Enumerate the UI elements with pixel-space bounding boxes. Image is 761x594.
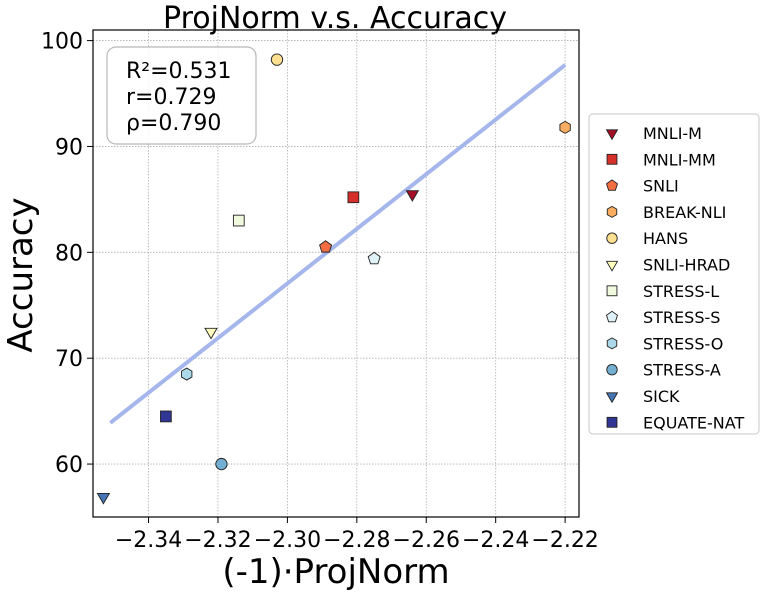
legend-label-sick: SICK — [643, 387, 680, 406]
legend-marker-hans — [606, 232, 618, 244]
legend-marker-snli-hrad — [605, 260, 619, 272]
legend-label-mnli-mm: MNLI-MM — [643, 150, 716, 169]
legend-label-stress-a: STRESS-A — [643, 361, 721, 380]
x-tick-label-1: −2.32 — [184, 528, 251, 553]
y-axis-label: Accuracy — [1, 197, 41, 352]
legend-entries: MNLI-M MNLI-MM SNLI BREAK-NLI HANS SNLI-HRAD S… — [605, 124, 744, 432]
chart-title: ProjNorm v.s. Accuracy — [163, 1, 507, 36]
legend-label-mnli-m: MNLI-M — [643, 124, 702, 143]
x-tick-label-6: −2.22 — [531, 528, 598, 553]
data-point-snli-hrad — [204, 327, 218, 340]
y-axis-ticks: 60 70 80 90 100 — [41, 30, 93, 478]
x-tick-label-0: −2.34 — [115, 528, 182, 553]
legend-frame — [588, 113, 760, 435]
legend-label-stress-l: STRESS-L — [643, 282, 719, 301]
legend-marker-stress-s — [605, 310, 619, 323]
data-point-break-nli — [559, 120, 571, 134]
data-point-stress-s — [367, 251, 381, 265]
legend-label-break-nli: BREAK-NLI — [643, 203, 726, 222]
x-tick-label-2: −2.30 — [254, 528, 321, 553]
data-point-snli — [319, 240, 333, 253]
legend-marker-stress-o — [606, 337, 618, 350]
data-point-stress-o — [181, 367, 193, 381]
y-tick-label-1: 70 — [55, 347, 83, 372]
legend-label-stress-o: STRESS-O — [643, 334, 723, 353]
legend-label-stress-s: STRESS-S — [643, 308, 720, 327]
fit-line-group — [109, 63, 567, 425]
x-tick-label-5: −2.24 — [462, 528, 529, 553]
x-axis-label: (-1)·ProjNorm — [222, 552, 449, 590]
legend-marker-stress-l — [606, 285, 618, 297]
data-point-stress-l — [232, 214, 245, 227]
legend-label-snli: SNLI — [643, 177, 679, 196]
legend-marker-stress-a — [606, 364, 618, 376]
stats-pearson-r: r=0.729 — [126, 85, 216, 110]
stats-box: R²=0.531 r=0.729 ρ=0.790 — [106, 46, 257, 145]
data-point-sick — [96, 492, 111, 505]
y-tick-label-4: 100 — [41, 30, 83, 55]
gridlines — [93, 30, 579, 517]
data-point-hans — [270, 53, 284, 66]
stats-r-squared: R²=0.531 — [126, 59, 232, 84]
data-point-mnli-m — [405, 190, 420, 202]
y-tick-label-2: 80 — [55, 241, 83, 266]
stats-spearman-rho: ρ=0.790 — [126, 111, 221, 136]
legend-marker-snli — [605, 179, 619, 191]
y-tick-label-3: 90 — [55, 135, 83, 160]
data-point-stress-a — [215, 457, 228, 471]
stats-box-frame — [106, 46, 257, 145]
legend-marker-mnli-m — [605, 129, 619, 141]
x-axis-ticks: −2.34 −2.32 −2.30 −2.28 −2.26 −2.24 −2.22 — [115, 517, 599, 553]
legend-marker-equate-nat — [606, 416, 618, 428]
regression-fit-line — [109, 63, 567, 425]
legend-marker-break-nli — [606, 205, 618, 218]
legend-label-snli-hrad: SNLI-HRAD — [643, 256, 730, 275]
legend-marker-mnli-mm — [606, 153, 618, 165]
y-tick-label-0: 60 — [55, 453, 83, 478]
legend-label-equate-nat: EQUATE-NAT — [643, 413, 744, 432]
legend-label-hans: HANS — [643, 229, 688, 248]
x-tick-label-3: −2.28 — [323, 528, 390, 553]
x-tick-label-4: −2.26 — [393, 528, 460, 553]
legend-marker-sick — [605, 392, 619, 404]
legend: MNLI-M MNLI-MM SNLI BREAK-NLI HANS SNLI-HRAD S… — [588, 113, 760, 435]
data-points — [96, 53, 571, 505]
data-point-equate-nat — [160, 410, 172, 423]
data-point-mnli-mm — [347, 191, 360, 204]
plot-frame — [92, 29, 580, 518]
